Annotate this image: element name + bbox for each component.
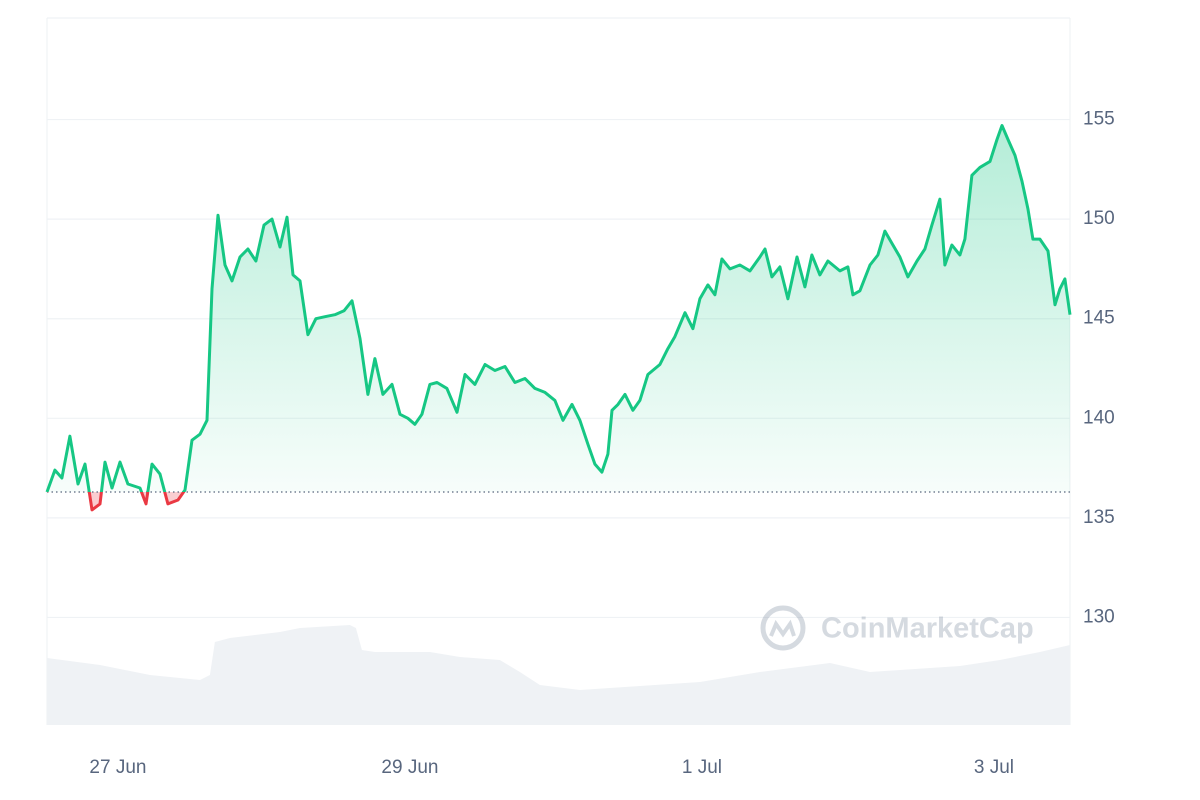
y-tick-label: 130 bbox=[1083, 606, 1115, 627]
x-tick-label: 27 Jun bbox=[89, 757, 146, 778]
volume-area bbox=[47, 625, 1070, 725]
watermark-text: CoinMarketCap bbox=[821, 613, 1034, 645]
watermark-logo bbox=[760, 605, 806, 651]
y-tick-label: 135 bbox=[1083, 507, 1115, 528]
y-tick-label: 140 bbox=[1083, 407, 1115, 428]
y-tick-label: 150 bbox=[1083, 208, 1115, 229]
watermark-logo-mark bbox=[769, 619, 796, 638]
y-tick-label: 155 bbox=[1083, 109, 1115, 130]
price-line bbox=[45, 124, 1072, 492]
x-tick-label: 3 Jul bbox=[974, 757, 1014, 778]
watermark: CoinMarketCap bbox=[760, 605, 1034, 651]
x-tick-label: 29 Jun bbox=[381, 757, 438, 778]
price-area-up bbox=[47, 125, 1070, 492]
x-tick-label: 1 Jul bbox=[682, 757, 722, 778]
y-tick-label: 145 bbox=[1083, 308, 1115, 329]
